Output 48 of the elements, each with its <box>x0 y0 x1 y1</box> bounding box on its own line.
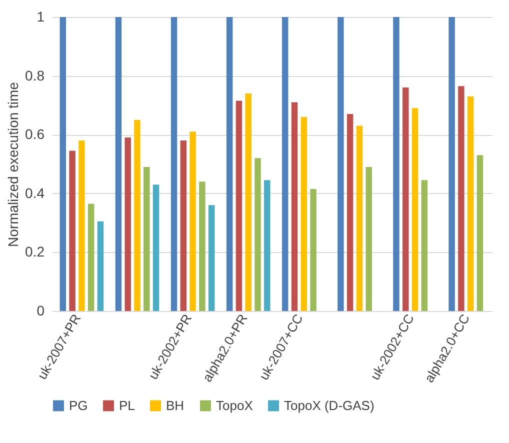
bar <box>282 17 288 311</box>
bar <box>254 158 261 311</box>
bar <box>78 140 85 311</box>
y-tick-label: 1 <box>36 8 45 24</box>
bar <box>152 184 160 311</box>
bar <box>144 166 150 311</box>
y-tick-label: 0 <box>36 302 45 318</box>
y-tick-label: 0.2 <box>25 244 45 260</box>
bar <box>467 96 474 311</box>
bar <box>180 140 187 311</box>
legend-label: PL <box>119 398 135 413</box>
bar <box>356 126 363 311</box>
bar <box>115 17 122 311</box>
bar <box>476 155 484 311</box>
bar <box>264 180 270 311</box>
bar <box>134 120 140 311</box>
legend-label: TopoX <box>216 398 254 413</box>
bar <box>421 180 428 311</box>
bar <box>338 17 344 311</box>
bar <box>60 17 66 311</box>
bar <box>97 221 104 311</box>
legend-label: TopoX (D-GAS) <box>284 398 374 413</box>
bar <box>346 114 354 311</box>
legend-label: PG <box>69 398 88 413</box>
bar <box>245 93 252 311</box>
bar <box>170 17 178 311</box>
bar <box>190 132 196 311</box>
bar <box>300 116 308 311</box>
bar <box>226 17 233 311</box>
bar <box>124 138 131 311</box>
y-tick-label: 0.4 <box>25 184 45 201</box>
bar <box>402 88 409 311</box>
bar <box>366 166 372 311</box>
y-tick-label: 0.6 <box>25 126 45 142</box>
bar <box>393 17 400 311</box>
bar <box>458 86 464 311</box>
bar <box>310 188 316 311</box>
bar <box>208 205 215 311</box>
bar <box>69 150 76 311</box>
legend-label: BH <box>166 398 184 413</box>
y-axis-title: Normalized execution time <box>5 82 22 247</box>
bar <box>291 102 298 311</box>
bar <box>412 108 418 311</box>
bar <box>199 182 206 311</box>
y-tick-label: 0.8 <box>25 67 45 84</box>
bar <box>236 100 242 311</box>
bar <box>448 17 455 311</box>
bar <box>88 204 94 311</box>
